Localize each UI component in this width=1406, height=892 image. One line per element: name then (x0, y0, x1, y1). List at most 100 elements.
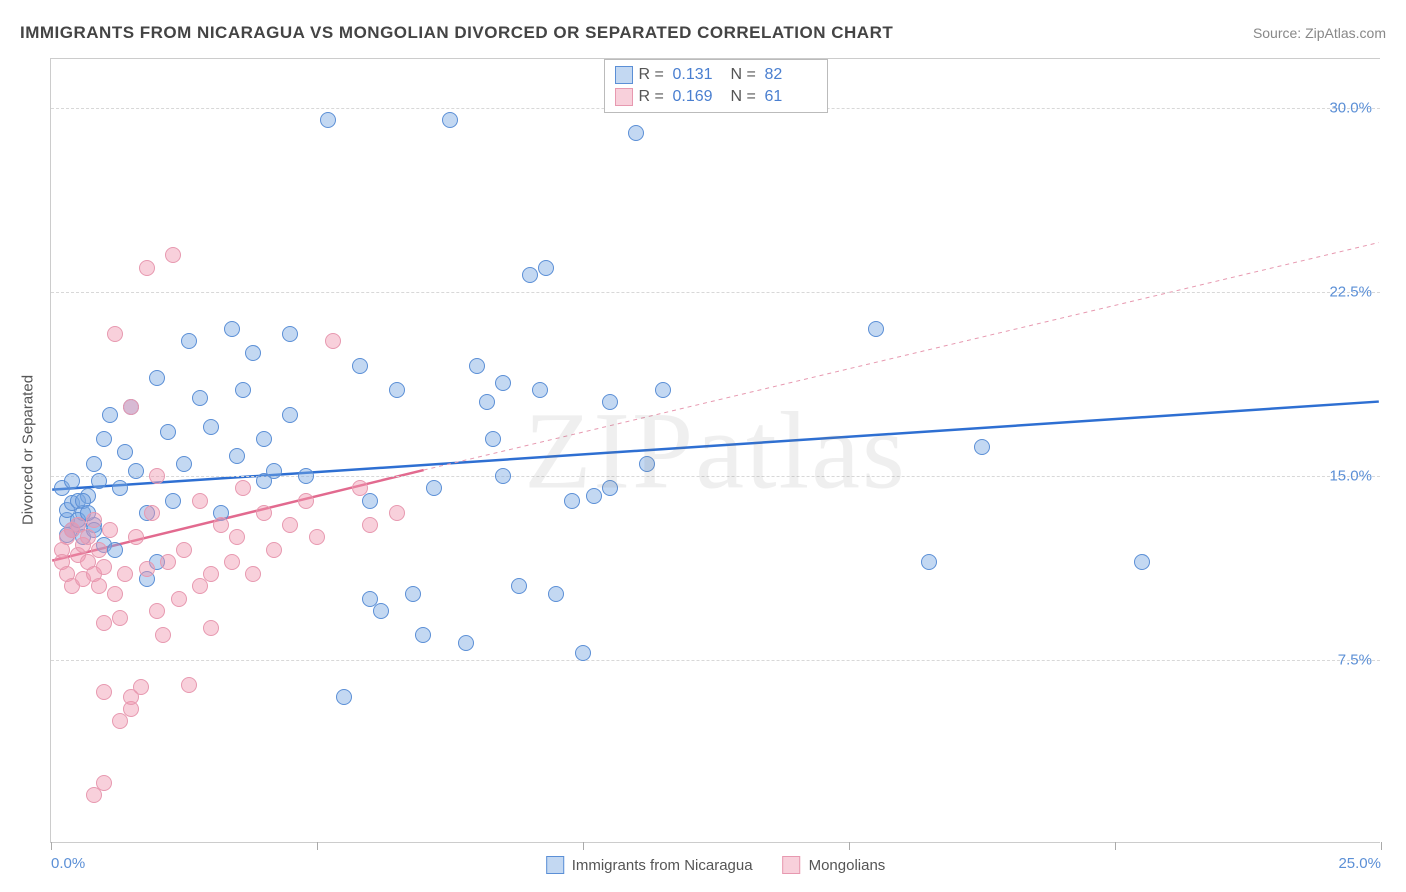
scatter-point-mongolians (181, 677, 197, 693)
legend-swatch-mongolians (615, 88, 633, 106)
scatter-point-mongolians (165, 247, 181, 263)
scatter-point-mongolians (107, 326, 123, 342)
scatter-point-nicaragua (64, 473, 80, 489)
legend-n-value: 82 (765, 66, 817, 84)
scatter-point-nicaragua (107, 542, 123, 558)
plot-area: ZIPatlas R = 0.131 N = 82 R = 0.169 N = … (50, 58, 1380, 843)
scatter-point-mongolians (282, 517, 298, 533)
scatter-point-nicaragua (479, 394, 495, 410)
scatter-point-nicaragua (117, 444, 133, 460)
scatter-point-nicaragua (511, 578, 527, 594)
scatter-point-nicaragua (149, 370, 165, 386)
trend-lines-layer (51, 59, 1380, 842)
scatter-point-nicaragua (160, 424, 176, 440)
scatter-point-mongolians (298, 493, 314, 509)
scatter-point-mongolians (128, 529, 144, 545)
scatter-point-nicaragua (442, 112, 458, 128)
scatter-point-nicaragua (602, 480, 618, 496)
legend-item-mongolians: Mongolians (783, 856, 886, 874)
scatter-point-mongolians (96, 775, 112, 791)
trend-line (424, 243, 1379, 471)
watermark: ZIPatlas (524, 387, 907, 514)
scatter-point-nicaragua (495, 375, 511, 391)
legend-swatch-mongolians (783, 856, 801, 874)
scatter-point-nicaragua (181, 333, 197, 349)
scatter-point-nicaragua (564, 493, 580, 509)
scatter-point-mongolians (203, 620, 219, 636)
scatter-point-mongolians (256, 505, 272, 521)
scatter-point-nicaragua (522, 267, 538, 283)
scatter-point-mongolians (352, 480, 368, 496)
scatter-point-nicaragua (548, 586, 564, 602)
scatter-point-nicaragua (352, 358, 368, 374)
scatter-point-nicaragua (336, 689, 352, 705)
x-tick (51, 842, 52, 850)
scatter-point-nicaragua (229, 448, 245, 464)
legend-item-nicaragua: Immigrants from Nicaragua (546, 856, 753, 874)
scatter-point-mongolians (96, 559, 112, 575)
legend-r-label: R = (639, 66, 667, 84)
x-tick (1115, 842, 1116, 850)
scatter-point-mongolians (144, 505, 160, 521)
scatter-point-nicaragua (373, 603, 389, 619)
scatter-point-nicaragua (91, 473, 107, 489)
scatter-point-mongolians (96, 684, 112, 700)
x-tick (583, 842, 584, 850)
scatter-point-mongolians (155, 627, 171, 643)
scatter-point-mongolians (160, 554, 176, 570)
scatter-point-mongolians (266, 542, 282, 558)
scatter-point-mongolians (229, 529, 245, 545)
x-tick-label: 25.0% (1338, 855, 1381, 872)
y-tick-label: 30.0% (1329, 100, 1372, 117)
scatter-point-mongolians (235, 480, 251, 496)
scatter-point-nicaragua (495, 468, 511, 484)
scatter-point-mongolians (362, 517, 378, 533)
scatter-point-nicaragua (192, 390, 208, 406)
scatter-point-nicaragua (655, 382, 671, 398)
legend-r-value: 0.131 (673, 66, 725, 84)
scatter-point-nicaragua (298, 468, 314, 484)
chart-title: IMMIGRANTS FROM NICARAGUA VS MONGOLIAN D… (20, 23, 893, 43)
x-tick (317, 842, 318, 850)
scatter-point-nicaragua (176, 456, 192, 472)
scatter-point-nicaragua (868, 321, 884, 337)
scatter-point-nicaragua (628, 125, 644, 141)
scatter-point-mongolians (86, 512, 102, 528)
legend-stats-row: R = 0.169 N = 61 (615, 86, 817, 108)
y-tick-label: 22.5% (1329, 284, 1372, 301)
scatter-point-mongolians (123, 689, 139, 705)
scatter-point-mongolians (309, 529, 325, 545)
scatter-point-nicaragua (405, 586, 421, 602)
legend-n-label: N = (731, 66, 759, 84)
scatter-point-mongolians (112, 713, 128, 729)
y-tick-label: 7.5% (1338, 652, 1372, 669)
scatter-point-nicaragua (224, 321, 240, 337)
scatter-point-nicaragua (245, 345, 261, 361)
scatter-point-nicaragua (266, 463, 282, 479)
gridline (51, 292, 1380, 293)
scatter-point-mongolians (389, 505, 405, 521)
scatter-point-nicaragua (426, 480, 442, 496)
scatter-point-nicaragua (921, 554, 937, 570)
scatter-point-nicaragua (639, 456, 655, 472)
scatter-point-mongolians (171, 591, 187, 607)
scatter-point-mongolians (176, 542, 192, 558)
legend-n-label: N = (731, 88, 759, 106)
source-label: Source: ZipAtlas.com (1253, 25, 1386, 41)
scatter-point-nicaragua (282, 407, 298, 423)
legend-swatch-nicaragua (546, 856, 564, 874)
scatter-point-nicaragua (1134, 554, 1150, 570)
gridline (51, 476, 1380, 477)
x-tick (849, 842, 850, 850)
scatter-point-nicaragua (458, 635, 474, 651)
scatter-point-nicaragua (532, 382, 548, 398)
scatter-point-mongolians (203, 566, 219, 582)
scatter-point-mongolians (139, 260, 155, 276)
scatter-point-mongolians (91, 542, 107, 558)
scatter-point-nicaragua (256, 431, 272, 447)
scatter-point-nicaragua (112, 480, 128, 496)
scatter-point-nicaragua (282, 326, 298, 342)
scatter-point-mongolians (149, 603, 165, 619)
gridline (51, 660, 1380, 661)
scatter-point-nicaragua (203, 419, 219, 435)
